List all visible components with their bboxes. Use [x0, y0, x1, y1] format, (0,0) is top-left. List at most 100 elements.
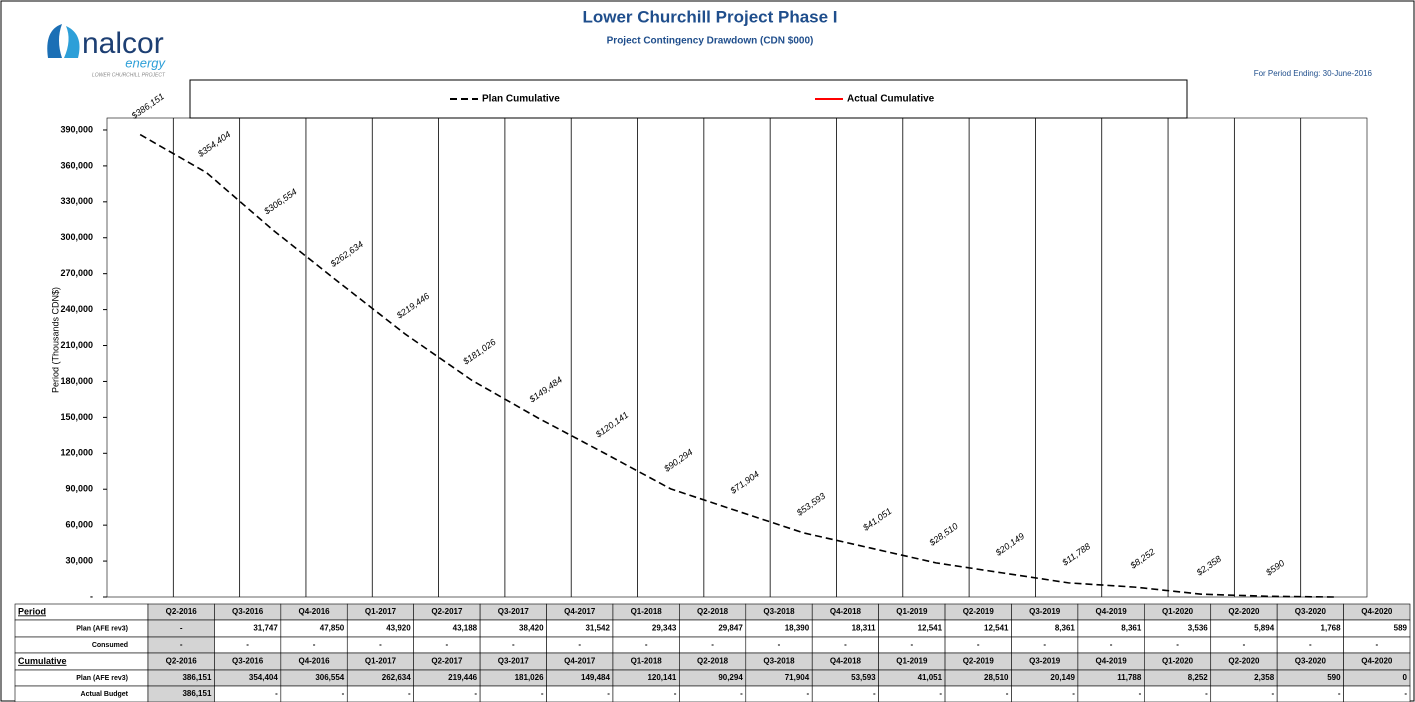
- y-tick-label: 270,000: [60, 268, 93, 278]
- cell-text: Q4-2020: [1361, 607, 1393, 616]
- cell-text: Q2-2016: [166, 657, 198, 666]
- cell-text: Q1-2020: [1162, 607, 1194, 616]
- cell-text: -: [807, 689, 810, 698]
- cell-text: Q4-2017: [564, 607, 596, 616]
- cell-text: 20,149: [1050, 673, 1075, 682]
- cell-text: -: [1404, 689, 1407, 698]
- cell-text: 149,484: [581, 673, 610, 682]
- cell-text: -: [778, 640, 781, 649]
- table-cell: [214, 685, 282, 702]
- y-tick-label: 330,000: [60, 196, 93, 206]
- chart-title: Lower Churchill Project Phase I: [582, 7, 837, 26]
- cell-text: 53,593: [851, 673, 876, 682]
- cell-text: -: [275, 689, 278, 698]
- series-line: [139, 133, 1334, 598]
- cell-text: Q3-2019: [1029, 657, 1061, 666]
- y-tick-label: 120,000: [60, 448, 93, 458]
- cell-text: 219,446: [448, 673, 477, 682]
- y-tick-label: 360,000: [60, 160, 93, 170]
- row-label: Consumed: [92, 642, 128, 649]
- cell-text: 12,541: [984, 624, 1009, 633]
- cell-text: 18,311: [852, 624, 877, 633]
- cell-text: Q2-2020: [1228, 657, 1260, 666]
- logo-shape: [64, 26, 80, 58]
- cell-text: Q3-2016: [232, 657, 264, 666]
- table-cell: [679, 685, 747, 702]
- cell-text: Q1-2017: [365, 607, 397, 616]
- cell-text: Q1-2018: [631, 657, 663, 666]
- y-tick-label: -: [90, 591, 93, 601]
- cell-text: -: [939, 689, 942, 698]
- cell-text: 29,847: [718, 624, 743, 633]
- data-table: Period Q2-2016 Q3-2016 Q4-2016 Q1-2017 Q2-201…: [14, 603, 1411, 702]
- cell-text: 8,361: [1055, 624, 1076, 633]
- cell-text: -: [1375, 640, 1378, 649]
- cell-text: 11,788: [1117, 673, 1142, 682]
- table-cell: [811, 685, 879, 702]
- cell-text: Q1-2017: [365, 657, 397, 666]
- cell-text: 31,542: [585, 624, 610, 633]
- logo-name: nalcor: [82, 27, 164, 60]
- cell-text: 8,252: [1188, 673, 1209, 682]
- cell-text: -: [1072, 689, 1075, 698]
- cell-text: Q3-2016: [232, 607, 264, 616]
- cell-text: Q4-2019: [1096, 607, 1128, 616]
- cell-text: 43,920: [386, 624, 411, 633]
- cell-text: Q3-2020: [1295, 657, 1327, 666]
- cell-text: -: [342, 689, 345, 698]
- cell-text: -: [474, 689, 477, 698]
- cell-text: -: [313, 640, 316, 649]
- cell-text: Q2-2019: [963, 657, 995, 666]
- cell-text: 386,151: [182, 689, 211, 698]
- cell-text: -: [1338, 689, 1341, 698]
- cell-text: 590: [1327, 673, 1341, 682]
- cell-text: -: [180, 640, 183, 649]
- cell-text: -: [911, 640, 914, 649]
- cell-text: 3,536: [1188, 624, 1209, 633]
- y-axis-label: Period (Thousands CDN$): [50, 287, 60, 393]
- cell-text: -: [873, 689, 876, 698]
- y-tick-label: 210,000: [60, 340, 93, 350]
- cell-text: 18,390: [785, 624, 810, 633]
- cell-text: 589: [1394, 624, 1408, 633]
- cell-text: -: [1309, 640, 1312, 649]
- table-cell: [479, 685, 547, 702]
- cell-text: 262,634: [382, 673, 411, 682]
- row-header: Cumulative: [18, 656, 67, 666]
- cell-text: Q3-2017: [498, 657, 530, 666]
- cell-text: -: [1006, 689, 1009, 698]
- table-cell: [1011, 685, 1079, 702]
- row-label: Actual Budget: [81, 691, 129, 698]
- table-cell: [413, 685, 481, 702]
- cell-text: Q2-2017: [431, 607, 463, 616]
- cell-text: 2,358: [1254, 673, 1275, 682]
- cell-text: 1,768: [1321, 624, 1342, 633]
- y-tick-label: 300,000: [60, 232, 93, 242]
- cell-text: 306,554: [315, 673, 344, 682]
- cell-text: Q2-2018: [697, 607, 729, 616]
- y-tick-label: 240,000: [60, 304, 93, 314]
- cell-text: -: [408, 689, 411, 698]
- table-cell: [280, 685, 348, 702]
- cell-text: 181,026: [515, 673, 544, 682]
- row-label: Plan (AFE rev3): [76, 675, 128, 682]
- table-cell: [878, 685, 946, 702]
- y-tick-label: 30,000: [65, 555, 93, 565]
- cell-text: -: [512, 640, 515, 649]
- table-cell: [1343, 669, 1411, 687]
- legend: [189, 79, 1188, 119]
- cell-text: 43,188: [453, 624, 478, 633]
- table-cell: [1144, 685, 1212, 702]
- table-cell: [1077, 685, 1145, 702]
- cell-text: -: [711, 640, 714, 649]
- table-cell: [1343, 685, 1411, 702]
- cell-text: Q4-2018: [830, 607, 862, 616]
- cell-text: -: [740, 689, 743, 698]
- cell-text: -: [1139, 689, 1142, 698]
- cell-text: Q4-2020: [1361, 657, 1393, 666]
- cell-text: -: [844, 640, 847, 649]
- cell-text: Q4-2016: [298, 607, 330, 616]
- table-cell: [944, 685, 1012, 702]
- cell-text: 386,151: [182, 673, 211, 682]
